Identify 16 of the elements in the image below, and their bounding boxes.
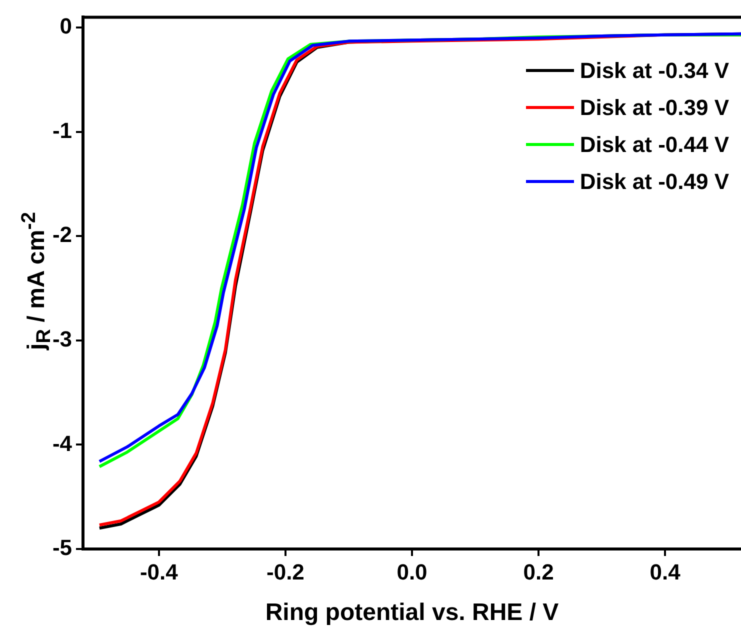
legend-label: Disk at -0.39 V [580,94,729,120]
y-tick-label: -3 [52,326,72,352]
x-tick-label: 0.0 [396,559,428,584]
legend-label: Disk at -0.34 V [580,58,729,84]
x-tick-label: -0.2 [266,559,304,584]
x-axis-title: Ring potential vs. RHE / V [265,599,559,626]
x-tick-label: 0.4 [650,559,682,584]
y-tick-label: 0 [60,14,72,39]
x-tick-label: -0.4 [140,559,179,584]
legend-label: Disk at -0.44 V [580,132,729,158]
y-tick-label: -5 [52,535,72,560]
y-tick-label: -2 [52,222,72,248]
legend-label: Disk at -0.49 V [580,168,729,194]
y-tick-label: -4 [52,430,73,456]
x-tick-label: 0.2 [523,559,554,584]
y-tick-label: -1 [52,118,72,143]
